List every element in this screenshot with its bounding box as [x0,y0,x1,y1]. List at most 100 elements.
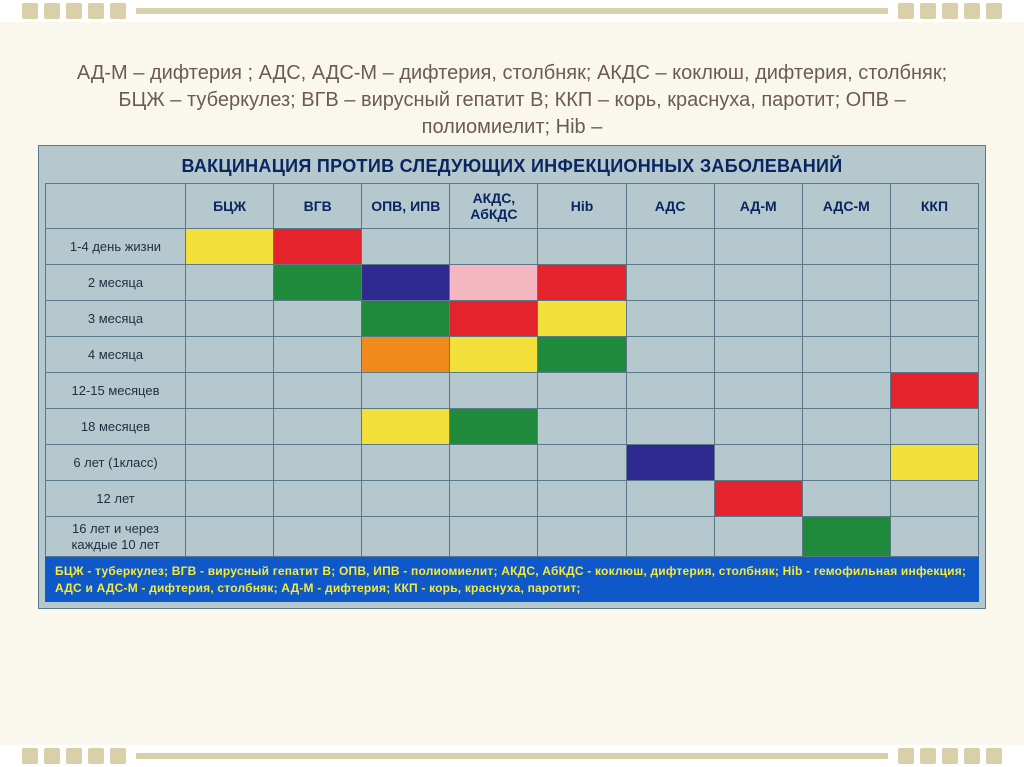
schedule-cell [186,481,274,517]
schedule-cell [890,481,978,517]
schedule-cell [890,265,978,301]
schedule-cell [538,337,626,373]
vaccination-chart: ВАКЦИНАЦИЯ ПРОТИВ СЛЕДУЮЩИХ ИНФЕКЦИОННЫХ… [38,145,986,609]
schedule-cell [450,517,538,557]
schedule-cell [714,409,802,445]
schedule-cell [802,373,890,409]
schedule-cell [626,301,714,337]
schedule-cell [186,337,274,373]
row-label: 3 месяца [46,301,186,337]
schedule-cell [274,517,362,557]
schedule-cell [362,517,450,557]
schedule-cell [714,265,802,301]
schedule-cell [626,481,714,517]
schedule-cell [802,445,890,481]
schedule-cell [362,445,450,481]
schedule-cell [890,517,978,557]
schedule-cell [450,373,538,409]
schedule-cell [626,373,714,409]
table-row: 6 лет (1класс) [46,445,979,481]
schedule-cell [626,265,714,301]
schedule-cell [802,265,890,301]
schedule-cell [538,409,626,445]
schedule-cell [274,481,362,517]
column-header: АКДС, АбКДС [450,184,538,229]
schedule-cell [714,301,802,337]
schedule-cell [626,445,714,481]
schedule-cell [802,337,890,373]
table-row: 1-4 день жизни [46,229,979,265]
schedule-cell [538,481,626,517]
table-row: 3 месяца [46,301,979,337]
column-header: ВГВ [274,184,362,229]
schedule-cell [802,481,890,517]
column-header: БЦЖ [186,184,274,229]
column-header: ККП [890,184,978,229]
schedule-cell [362,481,450,517]
column-header: АДС-М [802,184,890,229]
schedule-cell [626,337,714,373]
schedule-cell [274,229,362,265]
schedule-cell [450,301,538,337]
schedule-cell [890,445,978,481]
slide-content: АД-М – дифтерия ; АДС, АДС-М – дифтерия,… [0,22,1024,745]
abbreviation-description: АД-М – дифтерия ; АДС, АДС-М – дифтерия,… [38,60,986,141]
schedule-cell [450,409,538,445]
schedule-cell [362,337,450,373]
column-header: АД-М [714,184,802,229]
schedule-cell [450,445,538,481]
schedule-cell [714,229,802,265]
schedule-cell [186,265,274,301]
schedule-cell [890,337,978,373]
schedule-cell [362,373,450,409]
schedule-cell [186,301,274,337]
schedule-cell [186,445,274,481]
column-header: ОПВ, ИПВ [362,184,450,229]
schedule-cell [274,337,362,373]
schedule-cell [802,517,890,557]
table-row: 4 месяца [46,337,979,373]
row-label: 6 лет (1класс) [46,445,186,481]
schedule-cell [626,229,714,265]
schedule-cell [890,373,978,409]
schedule-cell [274,373,362,409]
schedule-cell [450,337,538,373]
schedule-cell [802,301,890,337]
schedule-cell [186,517,274,557]
table-row: 2 месяца [46,265,979,301]
row-label: 4 месяца [46,337,186,373]
row-label: 12-15 месяцев [46,373,186,409]
schedule-cell [362,265,450,301]
row-label: 16 лет и через каждые 10 лет [46,517,186,557]
decorative-border-bottom [0,745,1024,767]
table-row: 16 лет и через каждые 10 лет [46,517,979,557]
vaccination-table: БЦЖВГВОПВ, ИПВАКДС, АбКДСHibАДСАД-МАДС-М… [45,183,979,557]
schedule-cell [538,301,626,337]
schedule-cell [362,229,450,265]
schedule-cell [186,373,274,409]
schedule-cell [450,229,538,265]
schedule-cell [714,337,802,373]
table-row: 18 месяцев [46,409,979,445]
schedule-cell [274,409,362,445]
schedule-cell [450,481,538,517]
row-label: 1-4 день жизни [46,229,186,265]
schedule-cell [538,265,626,301]
schedule-cell [274,265,362,301]
schedule-cell [186,229,274,265]
schedule-cell [626,517,714,557]
schedule-cell [186,409,274,445]
decorative-border-top [0,0,1024,22]
chart-legend: БЦЖ - туберкулез; ВГВ - вирусный гепатит… [45,557,979,601]
schedule-cell [714,481,802,517]
schedule-cell [714,517,802,557]
schedule-cell [714,445,802,481]
schedule-cell [362,301,450,337]
schedule-cell [274,445,362,481]
column-header: Hib [538,184,626,229]
schedule-cell [538,229,626,265]
row-label: 12 лет [46,481,186,517]
schedule-cell [626,409,714,445]
row-label: 18 месяцев [46,409,186,445]
schedule-cell [362,409,450,445]
